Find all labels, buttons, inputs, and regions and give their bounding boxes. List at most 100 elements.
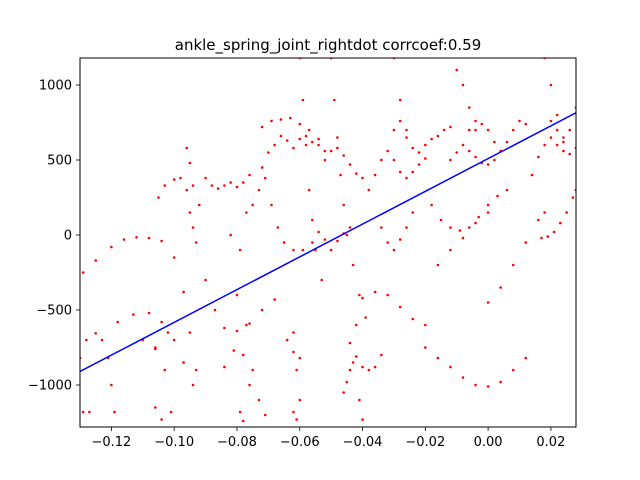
- scatter-point: [449, 125, 452, 129]
- scatter-point: [354, 323, 358, 327]
- scatter-point: [449, 248, 452, 252]
- scatter-point: [486, 203, 490, 207]
- scatter-point: [449, 158, 452, 162]
- scatter-point: [336, 136, 339, 139]
- scatter-point: [348, 226, 352, 229]
- scatter-point: [292, 248, 295, 252]
- scatter-point: [358, 398, 361, 402]
- scatter-point: [185, 188, 189, 192]
- scatter-point: [486, 128, 490, 132]
- scatter-point: [354, 172, 358, 175]
- scatter-point: [298, 137, 302, 141]
- scatter-point: [559, 221, 562, 225]
- scatter-point: [292, 331, 295, 334]
- x-axis: −0.12 −0.10 −0.08 −0.06 −0.04 −0.02 0.00 0.02: [91, 427, 565, 450]
- scatter-point: [537, 155, 540, 159]
- scatter-point: [260, 308, 264, 312]
- scatter-point: [398, 238, 402, 241]
- scatter-point: [304, 134, 308, 138]
- fit-line: [80, 112, 576, 373]
- scatter-point: [332, 98, 336, 102]
- scatter-point: [147, 311, 151, 315]
- scatter-point: [235, 293, 239, 297]
- scatter-point: [474, 383, 477, 387]
- scatter-point: [292, 350, 295, 354]
- scatter-point: [367, 188, 371, 192]
- scatter-point: [398, 305, 402, 309]
- scatter-point: [398, 119, 402, 123]
- scatter-point: [373, 365, 377, 369]
- scatter-point: [477, 215, 480, 219]
- scatter-point: [405, 136, 408, 139]
- scatter-point: [430, 137, 433, 141]
- y-tick-label: −1000: [28, 379, 72, 394]
- x-tick-label: −0.08: [217, 435, 257, 450]
- scatter-point: [518, 119, 521, 123]
- scatter-point: [449, 365, 452, 369]
- scatter-point: [386, 241, 389, 244]
- scatter-point: [147, 236, 151, 240]
- scatter-point: [398, 170, 402, 174]
- scatter-point: [311, 218, 314, 222]
- scatter-point: [154, 347, 157, 351]
- scatter-point: [411, 317, 415, 321]
- scatter-point: [499, 286, 502, 289]
- scatter-point: [81, 271, 85, 274]
- scatter-point: [467, 226, 471, 229]
- scatter-point: [307, 128, 311, 132]
- scatter-point: [172, 256, 176, 259]
- scatter-point: [486, 163, 490, 166]
- scatter-point: [449, 226, 452, 229]
- scatter-point: [342, 391, 346, 394]
- scatter-point: [336, 239, 339, 243]
- scatter-point: [439, 218, 443, 222]
- scatter-point: [386, 293, 389, 297]
- scatter-point: [94, 259, 97, 262]
- scatter-point: [263, 413, 267, 417]
- scatter-point: [436, 134, 440, 138]
- scatter-point: [486, 301, 490, 304]
- scatter-point: [417, 151, 421, 154]
- scatter-point: [289, 116, 292, 120]
- scatter-point: [461, 83, 465, 87]
- scatter-point: [474, 119, 477, 123]
- scatter-point: [555, 113, 559, 117]
- scatter-point: [248, 173, 251, 177]
- scatter-point: [160, 320, 163, 324]
- scatter-point: [342, 154, 346, 157]
- x-tick-label: 0.02: [536, 435, 565, 450]
- scatter-point: [245, 211, 248, 214]
- x-tick-label: −0.12: [91, 435, 131, 450]
- scatter-point: [273, 143, 276, 147]
- scatter-point: [232, 349, 236, 352]
- scatter-point: [100, 338, 104, 342]
- scatter-point: [311, 140, 314, 144]
- scatter-point: [361, 296, 364, 300]
- scatter-point: [223, 365, 226, 369]
- scatter-point: [467, 128, 471, 132]
- scatter-point: [565, 211, 568, 214]
- scatter-point: [358, 293, 361, 297]
- scatter-point: [546, 235, 550, 238]
- scatter-point: [238, 248, 242, 252]
- scatter-point: [295, 368, 298, 372]
- scatter-point: [191, 383, 195, 387]
- scatter-point: [229, 181, 232, 184]
- scatter-point: [229, 233, 232, 237]
- scatter-point: [552, 230, 556, 234]
- scatter-point: [248, 322, 251, 325]
- scatter-point: [279, 134, 283, 138]
- scatter-point: [380, 226, 383, 229]
- x-tick-label: 0.00: [474, 435, 503, 450]
- scatter-point: [336, 146, 339, 150]
- scatter-point: [411, 211, 415, 214]
- scatter-point: [562, 136, 565, 139]
- scatter-point: [486, 211, 490, 214]
- y-tick-label: 1000: [39, 79, 72, 94]
- scatter-point: [279, 118, 283, 121]
- scatter-point: [122, 238, 126, 241]
- scatter-point: [238, 410, 242, 414]
- scatter-point: [348, 341, 352, 345]
- scatter-point: [88, 410, 91, 414]
- y-tick-label: 500: [47, 154, 72, 169]
